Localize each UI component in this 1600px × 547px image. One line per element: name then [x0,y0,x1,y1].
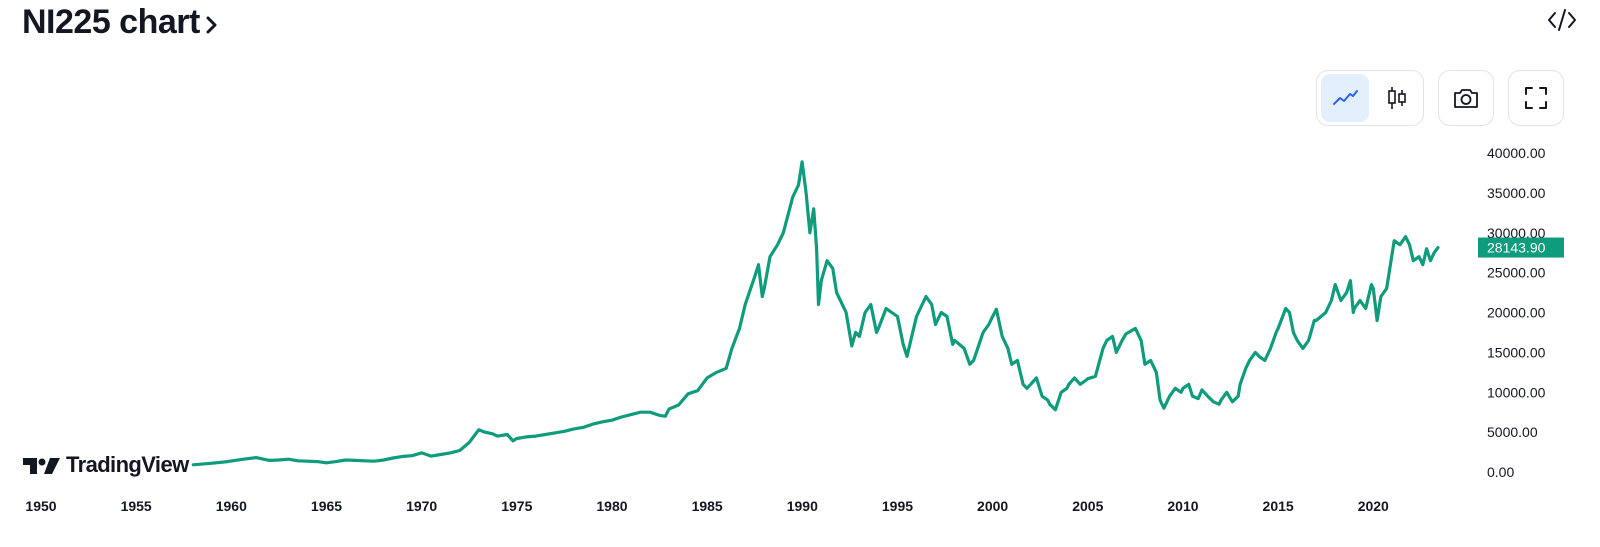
line-chart-button[interactable] [1321,74,1369,122]
y-tick-label: 10000.00 [1487,384,1546,400]
screenshot-group [1438,70,1494,126]
x-tick-label: 1980 [596,498,627,514]
ni225-price-line [191,160,1440,467]
x-tick-label: 1975 [501,498,532,514]
x-axis: 1950 1955 1960 1965 1970 1975 1980 1985 1990 1995… [25,498,1389,514]
x-tick-label: 1955 [121,498,152,514]
y-tick-label: 40000.00 [1487,145,1546,161]
x-tick-label: 1990 [787,498,818,514]
chevron-right-icon [206,16,217,34]
chart-type-toggle [1316,70,1424,126]
y-tick-label: 25000.00 [1487,265,1546,281]
fullscreen-group [1508,70,1564,126]
tradingview-logo-text: TradingView [66,452,189,477]
x-tick-label: 1970 [406,498,437,514]
code-embed-icon [1548,9,1576,31]
camera-icon [1454,89,1478,108]
x-tick-label: 2000 [977,498,1008,514]
x-tick-label: 2020 [1358,498,1389,514]
price-chart[interactable]: 0.00 5000.00 10000.00 15000.00 20000.00 25000… [0,130,1600,530]
x-tick-label: 2015 [1263,498,1294,514]
tradingview-logo[interactable]: TradingView [22,452,189,478]
y-tick-label: 35000.00 [1487,185,1546,201]
last-price-label: 28143.90 [1487,240,1546,256]
fullscreen-icon [1525,87,1547,109]
chart-title-link[interactable]: NI225 chart [22,2,218,42]
last-price-badge: 28143.90 [1478,237,1564,258]
x-tick-label: 1985 [692,498,723,514]
x-tick-label: 2010 [1167,498,1198,514]
x-tick-label: 1995 [882,498,913,514]
x-tick-label: 1950 [25,498,56,514]
tradingview-logo-icon [23,458,60,474]
x-tick-label: 1960 [216,498,247,514]
y-tick-label: 15000.00 [1487,344,1546,360]
y-tick-label: 30000.00 [1487,225,1546,241]
fullscreen-button[interactable] [1512,74,1560,122]
y-axis: 0.00 5000.00 10000.00 15000.00 20000.00 25000… [1487,145,1546,480]
candlestick-chart-button[interactable] [1373,74,1421,122]
screenshot-button[interactable] [1442,74,1490,122]
embed-code-button[interactable] [1546,6,1578,34]
y-tick-label: 5000.00 [1487,424,1538,440]
y-tick-label: 0.00 [1487,464,1514,480]
y-tick-label: 20000.00 [1487,305,1546,321]
x-tick-label: 2005 [1072,498,1103,514]
candlestick-icon [1388,87,1406,109]
page-title: NI225 chart [22,3,200,41]
line-chart-icon [1333,90,1358,105]
x-tick-label: 1965 [311,498,342,514]
